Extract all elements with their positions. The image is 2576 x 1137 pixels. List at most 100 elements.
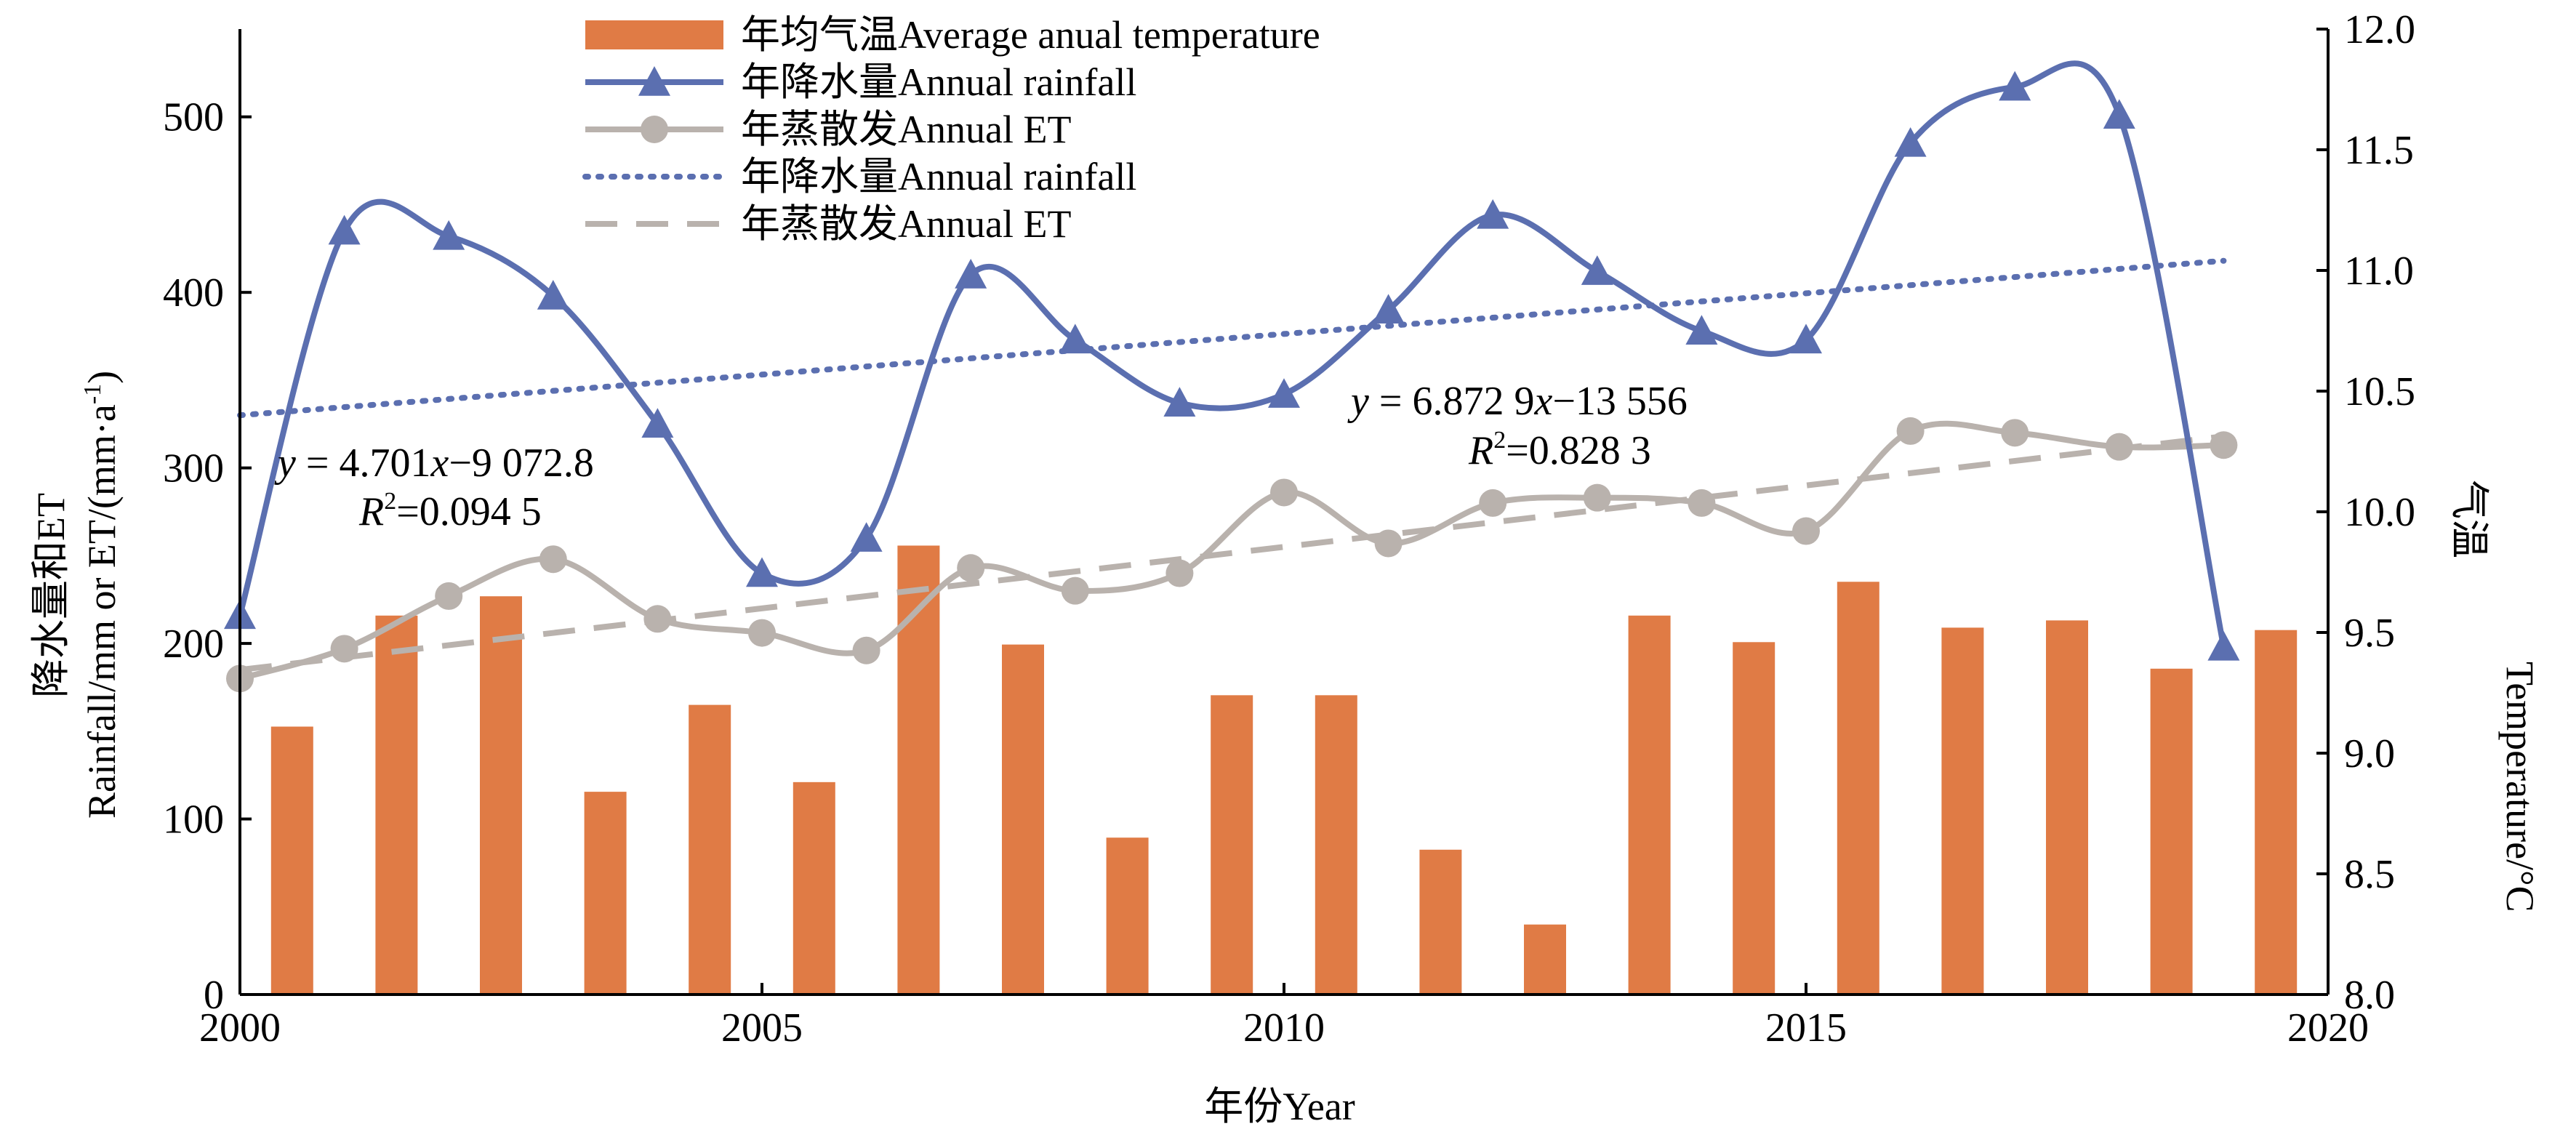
rainfall-point [328,214,361,245]
y-left-tick-label: 100 [163,797,224,843]
x-tick-label: 2020 [2287,1005,2369,1050]
et-r2-r: R [1468,428,1493,473]
et-point [643,605,672,633]
et-point [748,619,776,647]
rainfall-point [746,557,778,587]
svg-text:y = 4.701x−9 072.8: y = 4.701x−9 072.8 [274,441,594,486]
trend-lines [237,257,2227,673]
y-left-tick-label: 400 [163,270,224,316]
temperature-bar [1002,644,1044,995]
et-point [539,545,567,574]
y-right-axis-title-en: Temperature/°C [2498,662,2542,912]
rainfall-r2-r: R [358,489,384,534]
rainfall-point [1163,387,1196,417]
et-r2-val: =0.828 3 [1506,428,1651,473]
rainfall-point [850,522,883,552]
temperature-bar [584,792,627,995]
et-point [2105,433,2133,461]
y-left-title-sup: -1 [79,384,106,404]
et-eq-x: x [1533,379,1552,424]
x-tick-label: 2000 [199,1005,281,1050]
temperature-bar [375,615,418,995]
series-markers [224,71,2240,693]
et-point [1270,478,1298,507]
rainfall-equation: y = 4.701x−9 072.8 R2=0.094 5 [274,441,594,534]
y-left-tick-label: 500 [163,95,224,140]
y-left-tick-label: 0 [204,973,224,1018]
y-right-title-cn: 气温 [2447,480,2491,558]
et-point [1688,489,1716,517]
legend-label: 年蒸散发Annual ET [741,108,1071,151]
y-left-tick-label: 300 [163,446,224,491]
rainfall-eq-b: −9 072.8 [449,441,594,486]
svg-text:R2=0.828 3: R2=0.828 3 [1468,427,1651,473]
rainfall-point [1894,126,1927,157]
svg-text:y = 6.872 9x−13 556: y = 6.872 9x−13 556 [1347,379,1688,424]
rainfall-point [1999,71,2031,101]
legend-item: 年均气温Average anual temperature [585,13,1320,57]
rainfall-r2-val: =0.094 5 [396,489,542,534]
temperature-bars [270,545,2298,995]
et-point [1583,483,1611,512]
temperature-bar [1106,837,1149,995]
et-point [330,635,358,663]
y-right-tick-label: 11.0 [2344,249,2414,294]
rainfall-point [1477,198,1509,229]
x-axis-title: 年份Year [1204,1085,1355,1128]
y-right-tick-label: 9.0 [2344,731,2395,776]
rainfall-point [1581,255,1613,285]
rainfall-eq-y: y [274,441,296,486]
rainfall-r2-sup: 2 [384,488,396,515]
y-right-tick-label: 8.0 [2344,973,2395,1018]
rainfall-point [1059,324,1091,354]
temperature-bar [1315,695,1357,995]
x-tick-label: 2015 [1765,1005,1847,1050]
legend-swatch-bar [585,20,723,49]
rainfall-point [1790,324,1822,354]
temperature-bar [2150,668,2193,995]
et-point [1374,529,1403,558]
et-point [435,582,463,610]
et-point [1792,517,1820,545]
y-right-tick-label: 11.5 [2344,128,2414,173]
y-left-axis-title: 降水量和ET [29,493,73,698]
rainfall-point [955,259,987,289]
et-point [957,554,985,582]
rainfall-point [1372,294,1405,324]
temperature-bar [1524,924,1566,995]
legend-label: 年均气温Average anual temperature [741,13,1320,57]
x-tick-label: 2010 [1243,1005,1325,1050]
rainfall-eq-x: x [430,441,449,486]
y-right-title-en: Temperature/°C [2498,662,2542,912]
temperature-bar [270,726,313,995]
legend: 年均气温Average anual temperature年降水量Annual … [582,13,1320,246]
temperature-bar [1941,627,1984,995]
et-point [1896,417,1925,445]
rainfall-eq-a: = 4.701 [296,441,431,486]
rainfall-point [2207,630,2240,661]
y-right-tick-label: 10.5 [2344,369,2415,414]
rainfall-point [2103,99,2135,129]
et-point [852,636,880,664]
y-right-tick-label: 9.5 [2344,611,2395,656]
legend-label: 年降水量Annual rainfall [741,60,1136,104]
et-point [1165,559,1194,587]
y-right-tick-label: 10.0 [2344,490,2415,535]
et-point [1479,489,1507,517]
rainfall-point [433,220,465,250]
x-tick-label: 2005 [721,1005,803,1050]
legend-item: 年蒸散发Annual ET [585,202,1071,246]
legend-swatch-marker [641,116,668,143]
temperature-bar [1211,695,1253,995]
temperature-bar [480,596,522,995]
legend-item: 年降水量Annual rainfall [585,60,1136,104]
axes [238,28,2330,996]
y-left-title-end: ) [80,371,124,384]
y-left-tick-label: 200 [163,622,224,667]
rainfall-point [1685,315,1718,345]
temperature-bar [1733,642,1775,995]
y-right-axis-title: 气温 [2447,480,2491,558]
et-trend-line [239,433,2224,673]
y-left-axis-title-en: Rainfall/mm or ET/(mm·a-1) [79,371,124,819]
